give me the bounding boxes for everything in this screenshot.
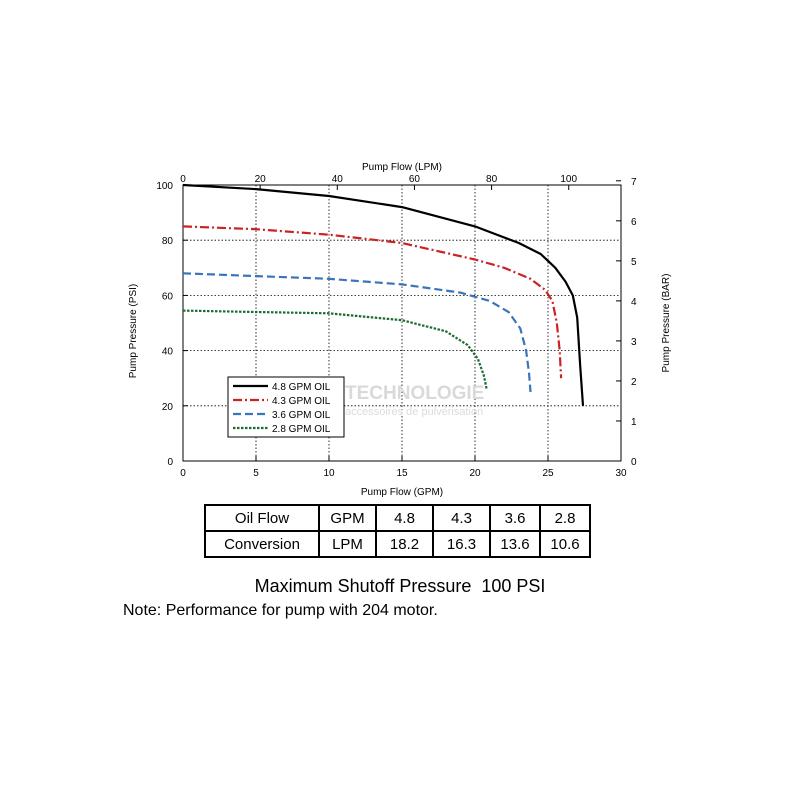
table-cell: 18.2 — [375, 530, 434, 558]
table-cell: 4.8 — [375, 504, 434, 532]
x-tick-label: 25 — [542, 468, 554, 479]
table-cell: 13.6 — [489, 530, 541, 558]
x2-tick-label: 20 — [255, 174, 267, 185]
table-cell: GPM — [318, 504, 377, 532]
legend-label: 2.8 GPM OIL — [272, 424, 331, 435]
x2-axis-label: Pump Flow (LPM) — [362, 162, 442, 173]
x-axis-label: Pump Flow (GPM) — [361, 487, 443, 498]
y2-tick-label: 6 — [631, 217, 637, 228]
axis-ticks — [182, 180, 622, 462]
watermark-logo: TECHNOLOGIE — [345, 383, 484, 404]
x2-tick-label: 40 — [332, 174, 344, 185]
y-tick-label: 0 — [167, 457, 173, 468]
performance-note: Note: Performance for pump with 204 moto… — [123, 602, 438, 619]
y2-tick-label: 1 — [631, 417, 637, 428]
x-tick-label: 30 — [615, 468, 627, 479]
x-tick-label: 20 — [469, 468, 481, 479]
series-line — [182, 183, 585, 406]
y-tick-label: 100 — [156, 181, 173, 192]
y-tick-label: 60 — [162, 291, 174, 302]
series-line — [182, 272, 532, 393]
legend-label: 4.8 GPM OIL — [272, 382, 331, 393]
series-line — [182, 309, 488, 390]
table-cell: 4.3 — [432, 504, 491, 532]
y2-tick-label: 4 — [631, 297, 637, 308]
table-row: Oil Flow GPM 4.8 4.3 3.6 2.8 — [204, 504, 591, 532]
y2-axis-label: Pump Pressure (BAR) — [661, 274, 672, 373]
table-row: Conversion LPM 18.2 16.3 13.6 10.6 — [204, 530, 591, 558]
y-tick-label: 80 — [162, 236, 174, 247]
table-cell: 3.6 — [489, 504, 541, 532]
y2-tick-label: 7 — [631, 177, 637, 188]
y2-tick-label: 0 — [631, 457, 637, 468]
x2-tick-label: 60 — [409, 174, 421, 185]
y-tick-label: 20 — [162, 402, 174, 413]
flow-conversion-table: Oil Flow GPM 4.8 4.3 3.6 2.8 Conversion … — [204, 504, 591, 558]
y2-tick-label: 3 — [631, 337, 637, 348]
x-tick-label: 10 — [323, 468, 335, 479]
x-tick-label: 15 — [396, 468, 408, 479]
x2-tick-label: 100 — [560, 174, 577, 185]
legend-label: 3.6 GPM OIL — [272, 410, 331, 421]
tick-labels: 0 5 10 15 20 25 30 0 20 40 60 80 100 0 20 40 60 80 100 0 1 2 3… — [156, 174, 637, 479]
x2-tick-label: 0 — [180, 174, 186, 185]
table-cell: Conversion — [204, 530, 320, 558]
x-tick-label: 5 — [253, 468, 259, 479]
table-cell: 2.8 — [539, 504, 591, 532]
max-shutoff-caption: Maximum Shutoff Pressure 100 PSI — [254, 576, 546, 596]
legend: 4.8 GPM OIL 4.3 GPM OIL 3.6 GPM OIL 2.8 GPM… — [227, 376, 345, 438]
y-tick-label: 40 — [162, 347, 174, 358]
legend-label: 4.3 GPM OIL — [272, 396, 331, 407]
table-cell: LPM — [318, 530, 377, 558]
y2-tick-label: 5 — [631, 257, 637, 268]
y-axis-label: Pump Pressure (PSI) — [128, 284, 139, 378]
table-cell: Oil Flow — [204, 504, 320, 532]
series-line — [182, 225, 563, 379]
watermark-tagline: accessoires de pulvérisation — [345, 406, 483, 418]
x-tick-label: 0 — [180, 468, 186, 479]
table-cell: 10.6 — [539, 530, 591, 558]
table-cell: 16.3 — [432, 530, 491, 558]
x2-tick-label: 80 — [486, 174, 498, 185]
series-lines — [182, 183, 585, 406]
y2-tick-label: 2 — [631, 377, 637, 388]
